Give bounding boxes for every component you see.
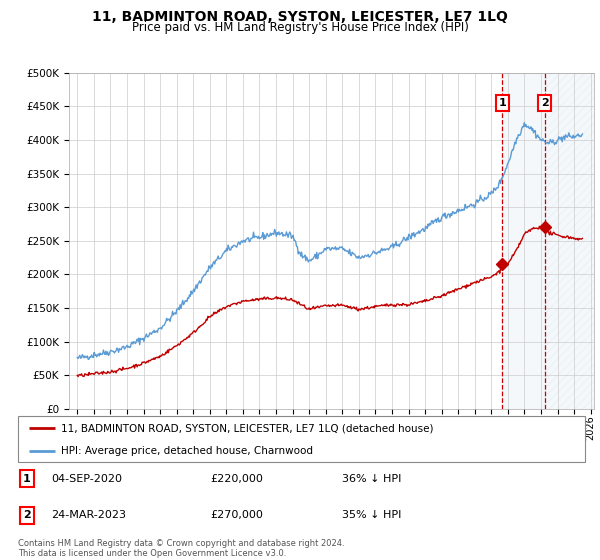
Text: 2: 2 [23,510,31,520]
Text: 11, BADMINTON ROAD, SYSTON, LEICESTER, LE7 1LQ (detached house): 11, BADMINTON ROAD, SYSTON, LEICESTER, L… [61,423,433,433]
Text: 1: 1 [499,98,506,108]
Bar [545,73,594,409]
Text: £220,000: £220,000 [210,474,263,484]
Text: 2: 2 [541,98,548,108]
Text: Price paid vs. HM Land Registry's House Price Index (HPI): Price paid vs. HM Land Registry's House … [131,21,469,34]
Text: 1: 1 [23,474,31,484]
Text: 36% ↓ HPI: 36% ↓ HPI [342,474,401,484]
Bar [502,73,545,409]
Text: 04-SEP-2020: 04-SEP-2020 [51,474,122,484]
Text: HPI: Average price, detached house, Charnwood: HPI: Average price, detached house, Char… [61,446,313,455]
Text: 35% ↓ HPI: 35% ↓ HPI [342,510,401,520]
Text: £270,000: £270,000 [210,510,263,520]
Text: 24-MAR-2023: 24-MAR-2023 [51,510,126,520]
Text: 11, BADMINTON ROAD, SYSTON, LEICESTER, LE7 1LQ: 11, BADMINTON ROAD, SYSTON, LEICESTER, L… [92,10,508,24]
Text: Contains HM Land Registry data © Crown copyright and database right 2024.
This d: Contains HM Land Registry data © Crown c… [18,539,344,558]
